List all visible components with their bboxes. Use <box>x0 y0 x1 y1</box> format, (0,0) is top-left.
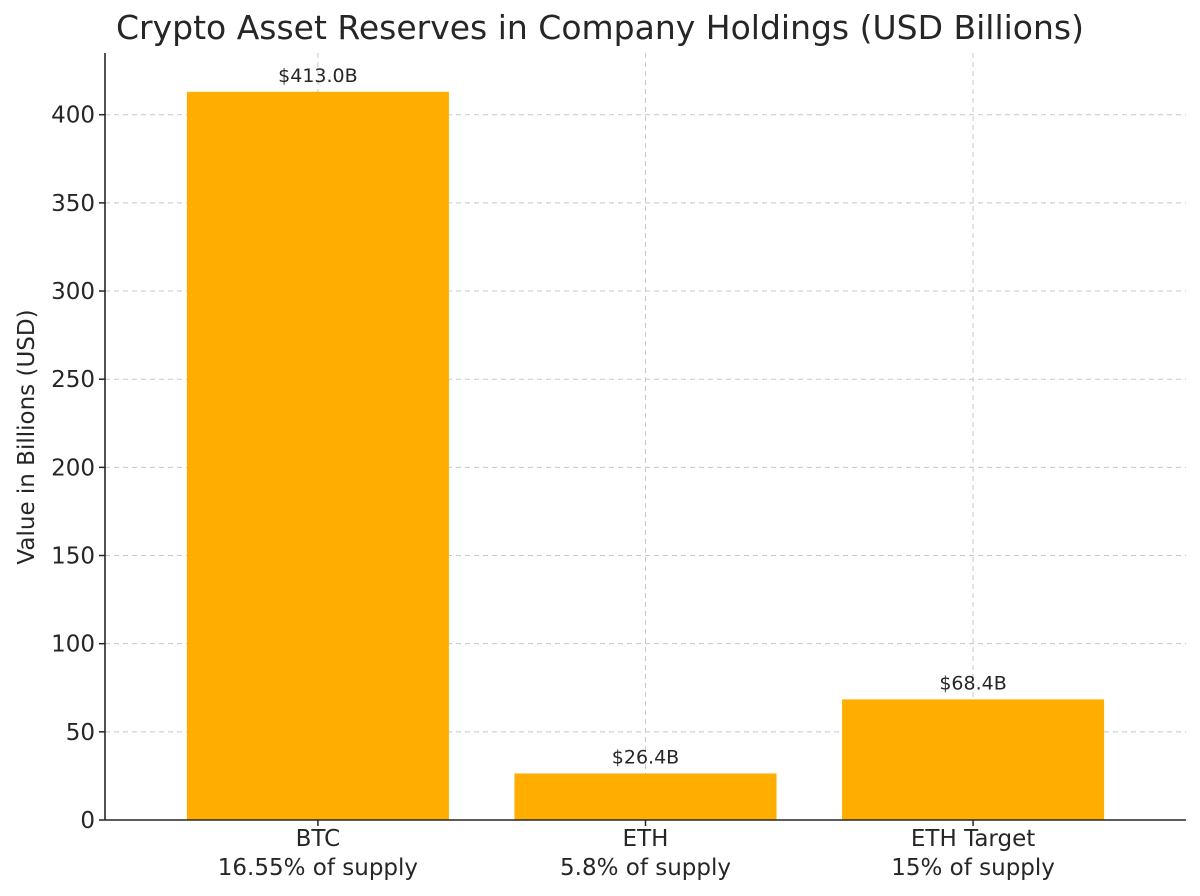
y-tick-label: 50 <box>66 720 95 746</box>
y-tick-label: 100 <box>51 632 95 658</box>
bar <box>186 91 449 821</box>
bar-value-label: $413.0B <box>278 65 358 87</box>
y-tick-label: 250 <box>51 367 95 393</box>
x-tick-label: BTC <box>296 826 341 852</box>
bar-value-label: $68.4B <box>939 672 1006 694</box>
y-axis-title: Value in Billions (USD) <box>14 309 40 564</box>
y-tick-label: 300 <box>51 279 95 305</box>
y-tick-label: 350 <box>51 191 95 217</box>
bar <box>842 699 1105 820</box>
data-labels: $413.0B $26.4B $68.4B <box>278 65 1007 769</box>
y-tick-label: 400 <box>51 103 95 129</box>
chart-title: Crypto Asset Reserves in Company Holding… <box>116 8 1084 47</box>
bar <box>514 773 777 820</box>
y-tick-label: 150 <box>51 544 95 570</box>
y-tick-label: 200 <box>51 455 95 481</box>
x-tick-label: ETH <box>623 826 669 852</box>
x-tick-label: 16.55% of supply <box>218 855 418 881</box>
x-tick-label: 15% of supply <box>891 855 1055 881</box>
bars <box>186 91 1105 821</box>
y-tick-label: 0 <box>80 808 95 834</box>
x-tick-label: ETH Target <box>911 826 1035 852</box>
x-tick-label: 5.8% of supply <box>560 855 731 881</box>
axes: 0 50 100 150 200 250 300 350 400 BTC 16.55% of sup… <box>51 53 1186 881</box>
bar-value-label: $26.4B <box>612 746 679 768</box>
